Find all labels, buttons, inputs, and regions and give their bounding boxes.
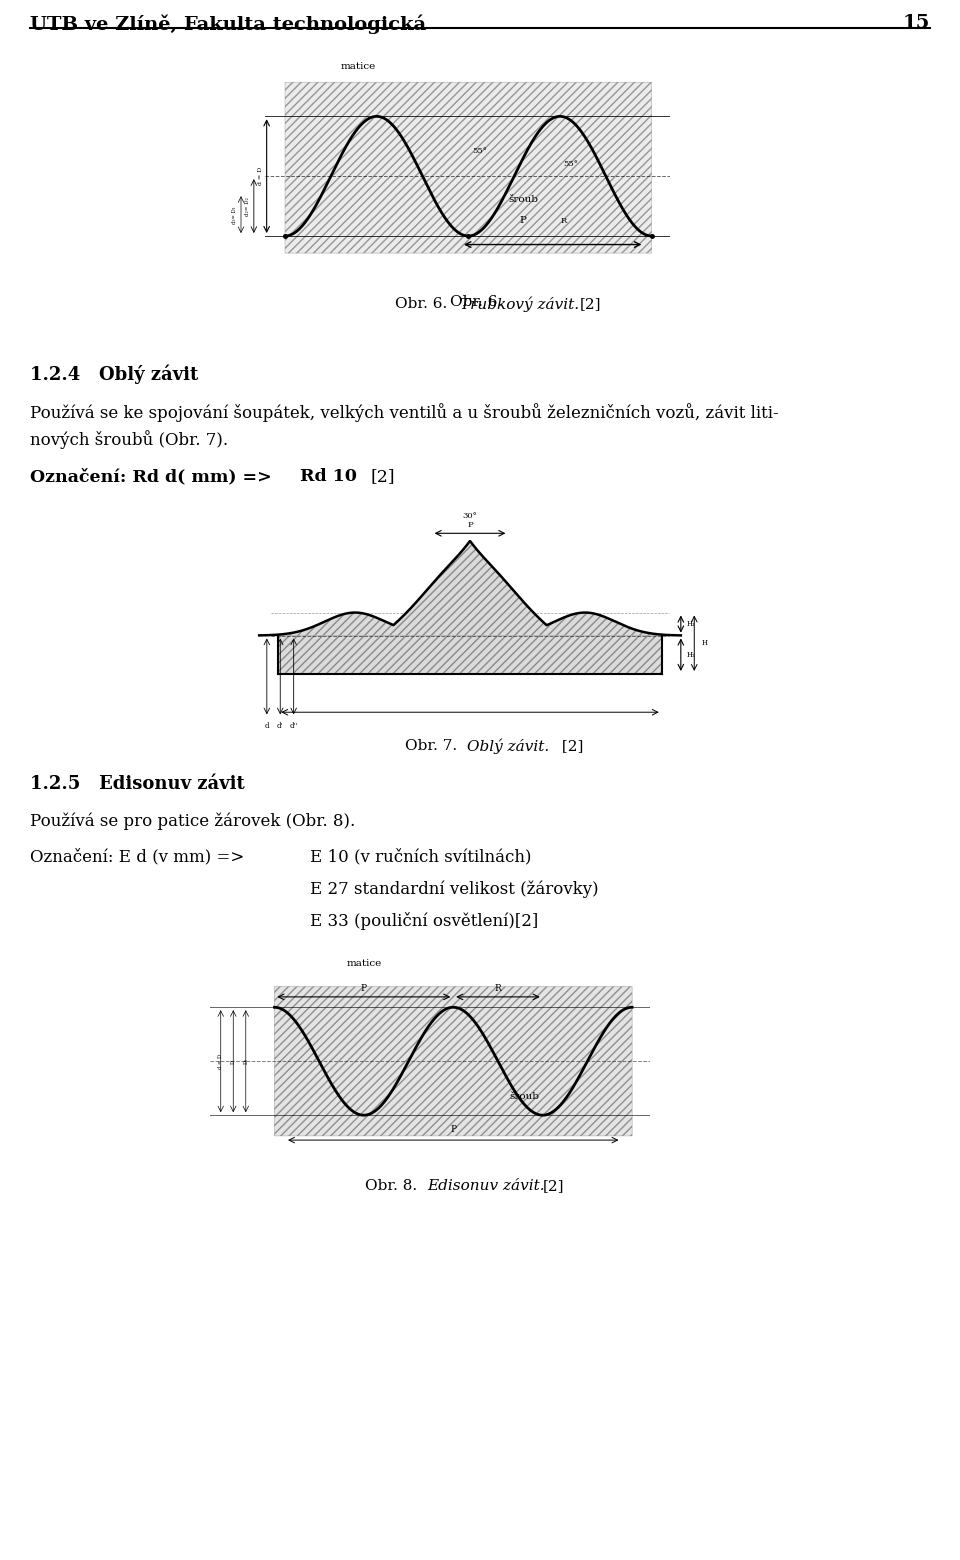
Text: d = D: d = D [258, 167, 263, 186]
Text: D': D' [230, 1059, 236, 1064]
Text: P: P [520, 217, 527, 225]
Text: Obr. 6.: Obr. 6. [450, 295, 507, 309]
Text: UTB ve Zlíně, Fakulta technologická: UTB ve Zlíně, Fakulta technologická [30, 14, 426, 33]
Text: Trubkový závit.: Trubkový závit. [460, 296, 579, 312]
Text: D₀: D₀ [243, 1058, 249, 1064]
Text: H: H [702, 640, 708, 647]
Text: matice: matice [347, 959, 381, 967]
Text: d': d' [277, 722, 283, 730]
Text: Obr. 8.: Obr. 8. [365, 1179, 422, 1193]
Text: d₃= D₁: d₃= D₁ [232, 206, 237, 223]
Text: P: P [468, 521, 473, 529]
Text: P: P [450, 1125, 456, 1134]
Text: R: R [561, 217, 566, 225]
Text: Edisonuv závit.: Edisonuv závit. [427, 1179, 544, 1193]
Text: E 27 standardní velikost (žárovky): E 27 standardní velikost (žárovky) [310, 880, 599, 897]
Text: 15: 15 [902, 14, 930, 33]
Text: nových šroubů (Obr. 7).: nových šroubů (Obr. 7). [30, 431, 228, 449]
Text: Obr. 7.: Obr. 7. [405, 739, 462, 753]
Text: 55°: 55° [472, 147, 487, 154]
Text: Rd 10: Rd 10 [300, 468, 357, 485]
Text: P: P [361, 984, 367, 992]
Text: [2]: [2] [580, 296, 602, 310]
Text: [2]: [2] [370, 468, 395, 485]
Text: d = D: d = D [218, 1053, 224, 1069]
Text: Obr. 6.: Obr. 6. [395, 296, 452, 310]
Text: d: d [265, 722, 269, 730]
Text: šroub: šroub [509, 195, 539, 204]
Text: matice: matice [341, 62, 376, 72]
Text: 1.2.4   Oblý závit: 1.2.4 Oblý závit [30, 365, 199, 384]
Text: H₂: H₂ [686, 651, 695, 658]
Text: E 33 (pouliční osvětlení)[2]: E 33 (pouliční osvětlení)[2] [310, 913, 539, 930]
Text: H₁: H₁ [686, 619, 695, 629]
Text: R: R [494, 984, 501, 992]
Text: 55°: 55° [564, 159, 579, 167]
Text: [2]: [2] [557, 739, 584, 753]
Text: Označení: E d (v mm) =>: Označení: E d (v mm) => [30, 849, 245, 864]
Text: Používá se pro patice žárovek (Obr. 8).: Používá se pro patice žárovek (Obr. 8). [30, 813, 355, 830]
Text: 30°: 30° [463, 512, 477, 519]
Text: Označení: Rd d( mm) =>: Označení: Rd d( mm) => [30, 468, 272, 485]
Text: d'': d'' [290, 722, 298, 730]
Text: Používá se ke spojování šoupátek, velkých ventilů a u šroubů železničních vozů, : Používá se ke spojování šoupátek, velkýc… [30, 402, 779, 421]
Text: [2]: [2] [543, 1179, 564, 1193]
Text: šroub: šroub [510, 1092, 540, 1101]
Text: E 10 (v ručních svítilnách): E 10 (v ručních svítilnách) [310, 849, 532, 864]
Text: Oblý závit.: Oblý závit. [467, 739, 549, 755]
Text: 1.2.5   Edisonuv závit: 1.2.5 Edisonuv závit [30, 775, 245, 792]
Text: d₂= D₂: d₂= D₂ [245, 197, 251, 215]
